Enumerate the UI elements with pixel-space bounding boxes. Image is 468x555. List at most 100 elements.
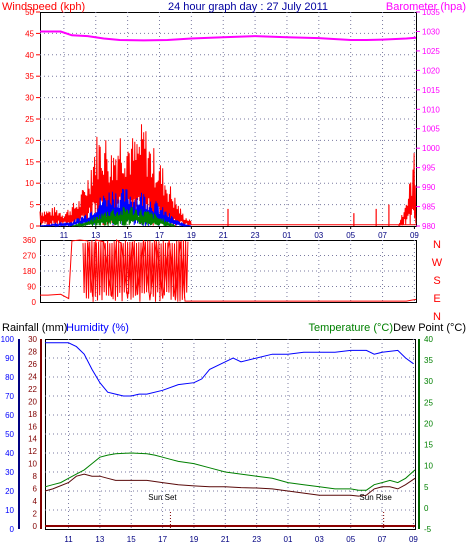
tick-label: 15 [123, 231, 132, 240]
temperature-axis: -5 0 5 10 15 20 25 30 35 40 [418, 335, 433, 534]
tick-label: 0 [424, 504, 429, 513]
tick-label: 5 [30, 201, 35, 210]
tick-label: 21 [219, 231, 228, 240]
tick-label: 45 [25, 29, 34, 38]
tick-label: 19 [187, 231, 196, 240]
barometer-axis: 980 985 990 995 1000 1005 1010 1015 1020 1025 1030… [416, 8, 440, 231]
tick-label: 1005 [422, 125, 440, 134]
tick-label: 17 [155, 231, 164, 240]
rainfall-label: Rainfall (mm) [2, 322, 67, 334]
tick-label: 15 [25, 158, 34, 167]
tick-label: 60 [5, 411, 14, 420]
tick-label: 03 [314, 231, 323, 240]
humidity-axis: 0 10 20 30 40 50 60 70 80 90 100 [1, 335, 20, 534]
tick-label: 980 [422, 222, 436, 231]
tick-label: 6 [33, 485, 38, 494]
tick-label: 20 [424, 419, 433, 428]
tick-label: 30 [5, 468, 14, 477]
tick-label: 25 [25, 115, 34, 124]
tick-label: 0 [30, 222, 35, 231]
tick-label: 990 [422, 183, 436, 192]
tick-label: 35 [424, 356, 433, 365]
tick-label: 13 [91, 231, 100, 240]
windspeed-label: Windspeed (kph) [2, 1, 85, 13]
tick-label: 28 [28, 347, 37, 356]
tick-label: 01 [282, 231, 291, 240]
windspeed-axis: 0 5 10 15 20 25 30 35 40 45 50 [25, 8, 40, 231]
tick-label: 15 [424, 441, 433, 450]
tick-label: 40 [25, 51, 34, 60]
tick-label: 20 [28, 397, 37, 406]
tick-label: 11 [64, 535, 73, 544]
sun-annotations: Sun Set Sun Rise [148, 493, 392, 529]
tick-label: 25 [424, 398, 433, 407]
annotation-label: Sun Set [148, 493, 177, 502]
compass-label: S [433, 275, 440, 287]
tick-label: 100 [1, 335, 15, 344]
tick-label: 21 [221, 535, 230, 544]
tick-label: 180 [23, 267, 37, 276]
wind-light [71, 206, 176, 228]
tick-label: 0 [32, 298, 37, 307]
compass-label: W [432, 257, 443, 269]
tick-label: 70 [5, 392, 14, 401]
tick-label: 20 [25, 136, 34, 145]
tick-label: 18 [28, 410, 37, 419]
tick-label: 4 [33, 497, 38, 506]
tick-label: 8 [33, 472, 38, 481]
tick-label: 14 [28, 435, 37, 444]
tick-label: 80 [5, 373, 14, 382]
dewpoint-label: Dew Point (°C) [393, 322, 466, 334]
temp-x-axis: 11 13 15 17 19 21 23 01 03 05 07 09 [64, 535, 418, 544]
tick-label: 03 [315, 535, 324, 544]
barometer-label: Barometer (hpa) [386, 1, 466, 13]
wind-x-axis: 11 13 15 17 19 21 23 01 03 05 07 09 [60, 226, 419, 240]
tick-label: 09 [410, 231, 419, 240]
tick-label: 01 [284, 535, 293, 544]
tick-label: 05 [346, 535, 355, 544]
annotation-label: Sun Rise [359, 493, 392, 502]
dewpoint-line [44, 473, 416, 497]
tick-label: 30 [424, 377, 433, 386]
tick-label: 10 [28, 460, 37, 469]
tick-label: -5 [424, 525, 432, 534]
tick-label: 1010 [422, 105, 440, 114]
tick-label: 1000 [422, 144, 440, 153]
tick-label: 17 [158, 535, 167, 544]
tick-label: 10 [5, 506, 14, 515]
tick-label: 11 [60, 231, 69, 240]
humidity-label: Humidity (%) [66, 322, 129, 334]
tick-label: 30 [25, 94, 34, 103]
temp-grid [45, 339, 415, 529]
direction-grid [40, 240, 416, 302]
tick-label: 10 [25, 179, 34, 188]
temperature-label: Temperature (°C) [309, 322, 393, 334]
tick-label: 1035 [422, 8, 440, 17]
wind-series [39, 30, 417, 228]
direction-series [40, 239, 417, 302]
compass-label: N [433, 311, 441, 323]
compass-label: N [433, 239, 441, 251]
chart-title: 24 hour graph day : 27 July 2011 [168, 1, 328, 13]
wind-gust [39, 124, 192, 227]
direction-axis: 0 90 180 270 360 [23, 236, 37, 307]
tick-label: 20 [5, 487, 14, 496]
tick-label: 05 [346, 231, 355, 240]
tick-label: 15 [127, 535, 136, 544]
tick-label: 1030 [422, 27, 440, 36]
tick-label: 2 [33, 510, 38, 519]
tick-label: 270 [23, 252, 37, 261]
tick-label: 23 [251, 231, 260, 240]
tick-label: 10 [424, 462, 433, 471]
tick-label: 09 [409, 535, 418, 544]
tick-label: 40 [5, 449, 14, 458]
tick-label: 26 [28, 360, 37, 369]
tick-label: 12 [28, 447, 37, 456]
tick-label: 90 [27, 283, 36, 292]
tick-label: 1015 [422, 86, 440, 95]
tick-label: 50 [25, 8, 34, 17]
tick-label: 1020 [422, 66, 440, 75]
